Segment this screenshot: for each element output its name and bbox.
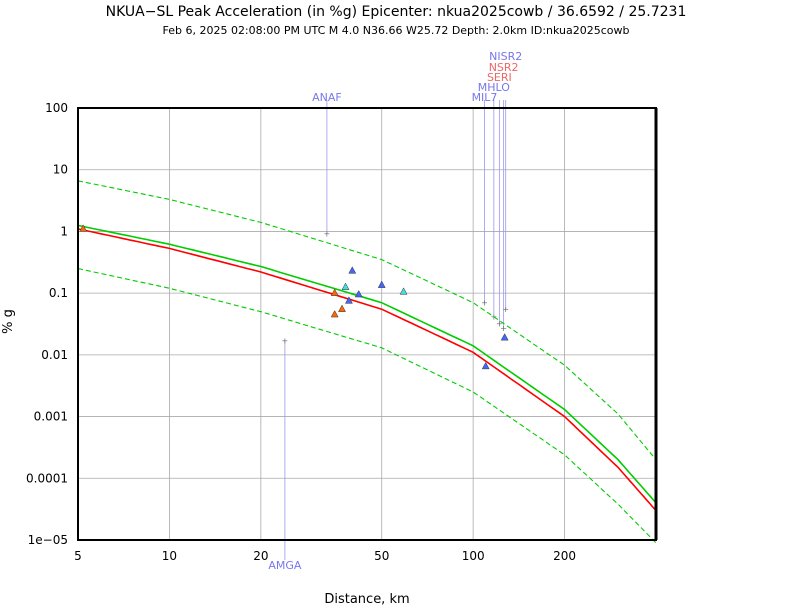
data-point — [348, 266, 357, 274]
station-point: + — [481, 299, 488, 308]
chart-subtitle: Feb 6, 2025 02:08:00 PM UTC M 4.0 N36.66… — [162, 24, 630, 37]
x-tick-label: 10 — [162, 549, 177, 563]
station-label: MHLO — [478, 81, 510, 94]
y-tick-label: 1 — [60, 224, 68, 238]
y-tick-label: 100 — [45, 101, 68, 115]
model-curve — [77, 224, 657, 504]
station-point: + — [324, 230, 331, 239]
y-tick-label: 0.001 — [34, 410, 68, 424]
data-point — [341, 282, 350, 290]
x-axis-label: Distance, km — [324, 592, 410, 607]
station-label: NISR2 — [489, 50, 522, 63]
data-point — [79, 224, 88, 232]
data-point — [500, 333, 509, 341]
y-tick-label: 0.0001 — [26, 471, 68, 485]
station-point: + — [502, 305, 509, 314]
y-tick-label: 1e−05 — [28, 533, 68, 547]
plot-frame — [77, 107, 657, 541]
station-label: SERI — [487, 71, 512, 84]
station-point: + — [496, 320, 503, 329]
station-label: NSR2 — [489, 61, 519, 74]
station-label: MIL7 — [472, 91, 498, 104]
data-point — [330, 288, 339, 296]
data-point — [481, 361, 490, 370]
data-point — [399, 287, 408, 295]
station-label: ANAF — [312, 91, 342, 104]
y-axis-label: % g — [0, 309, 16, 334]
x-tick-label: 200 — [553, 549, 576, 563]
x-tick-label: 5 — [74, 549, 82, 563]
data-point — [338, 304, 346, 312]
station-point: + — [282, 337, 289, 346]
model-bound-curve — [77, 180, 657, 461]
station-point: + — [500, 324, 507, 333]
y-tick-label: 10 — [53, 163, 68, 177]
station-label: AMGA — [268, 559, 302, 572]
data-point — [354, 289, 363, 298]
x-tick-label: 50 — [374, 549, 389, 563]
x-tick-label: 100 — [462, 549, 485, 563]
data-point — [377, 280, 386, 288]
x-tick-label: 20 — [253, 549, 268, 563]
model-bound-curve — [77, 268, 657, 544]
model-curve — [77, 228, 657, 512]
chart-title: NKUA−SL Peak Acceleration (in %g) Epicen… — [105, 4, 687, 20]
data-point — [345, 296, 353, 304]
y-tick-label: 0.1 — [49, 286, 68, 300]
data-point — [330, 310, 339, 318]
y-tick-label: 0.01 — [41, 348, 68, 362]
